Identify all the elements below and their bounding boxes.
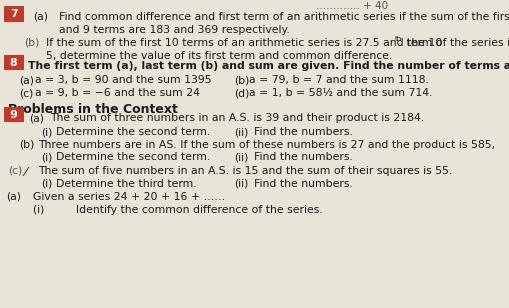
Text: (b): (b) [234,75,249,85]
Text: (ii): (ii) [234,179,248,188]
Text: The first term (a), last term (b) and sum are given. Find the number of terms an: The first term (a), last term (b) and su… [28,61,509,71]
FancyBboxPatch shape [4,55,24,70]
Text: (i)         Identify the common difference of the series.: (i) Identify the common difference of th… [33,205,323,215]
Text: th: th [395,36,402,42]
Text: 9: 9 [10,110,18,120]
Text: a = 3, b = 90 and the sum 1395: a = 3, b = 90 and the sum 1395 [35,75,211,85]
Text: term of the series is: term of the series is [403,38,509,47]
Text: Problems in the Context: Problems in the Context [8,103,178,116]
Text: Three numbers are in AS. If the sum of these numbers is 27 and the product is 58: Three numbers are in AS. If the sum of t… [38,140,495,149]
Text: Determine the second term.: Determine the second term. [56,152,210,162]
Text: Determine the third term.: Determine the third term. [56,179,196,188]
Text: (b): (b) [19,140,35,149]
Text: and 9 terms are 183 and 369 respectively.: and 9 terms are 183 and 369 respectively… [59,25,289,34]
Text: ............. + 40: ............. + 40 [316,1,388,10]
Text: (a): (a) [6,192,21,202]
Text: a = 9, b = −6 and the sum 24: a = 9, b = −6 and the sum 24 [35,88,200,98]
Text: ⁄: ⁄ [24,166,26,179]
Text: (i): (i) [41,152,52,162]
Text: (i): (i) [41,127,52,137]
Text: The sum of five numbers in an A.S. is 15 and the sum of their squares is 55.: The sum of five numbers in an A.S. is 15… [38,166,453,176]
Text: Find the numbers.: Find the numbers. [254,179,353,188]
Text: Find common difference and first term of an arithmetic series if the sum of the : Find common difference and first term of… [59,12,509,22]
Text: (a): (a) [19,75,34,85]
Text: a = 1, b = 58½ and the sum 714.: a = 1, b = 58½ and the sum 714. [249,88,433,98]
Text: (b): (b) [24,38,40,47]
Text: 8: 8 [10,58,18,67]
Text: (c): (c) [8,166,22,176]
FancyBboxPatch shape [4,6,24,22]
Text: (c): (c) [19,88,34,98]
Text: 7: 7 [10,9,18,19]
FancyBboxPatch shape [4,107,24,122]
Text: If the sum of the first 10 terms of an arithmetic series is 27.5 and the 10: If the sum of the first 10 terms of an a… [46,38,442,47]
Text: The sum of three numbers in an A.S. is 39 and their product is 2184.: The sum of three numbers in an A.S. is 3… [50,113,424,123]
Text: (ii): (ii) [234,127,248,137]
Text: (a): (a) [33,12,48,22]
Text: Find the numbers.: Find the numbers. [254,127,353,137]
Text: Given a series 24 + 20 + 16 + ……: Given a series 24 + 20 + 16 + …… [33,192,225,202]
Text: a = 79, b = 7 and the sum 1118.: a = 79, b = 7 and the sum 1118. [249,75,429,85]
Text: 5, determine the value of its first term and common difference.: 5, determine the value of its first term… [46,51,392,60]
Text: Determine the second term.: Determine the second term. [56,127,210,137]
Text: (i): (i) [41,179,52,188]
Text: Find the numbers.: Find the numbers. [254,152,353,162]
Text: (ii): (ii) [234,152,248,162]
Text: (d): (d) [234,88,249,98]
Text: (a): (a) [30,113,44,123]
